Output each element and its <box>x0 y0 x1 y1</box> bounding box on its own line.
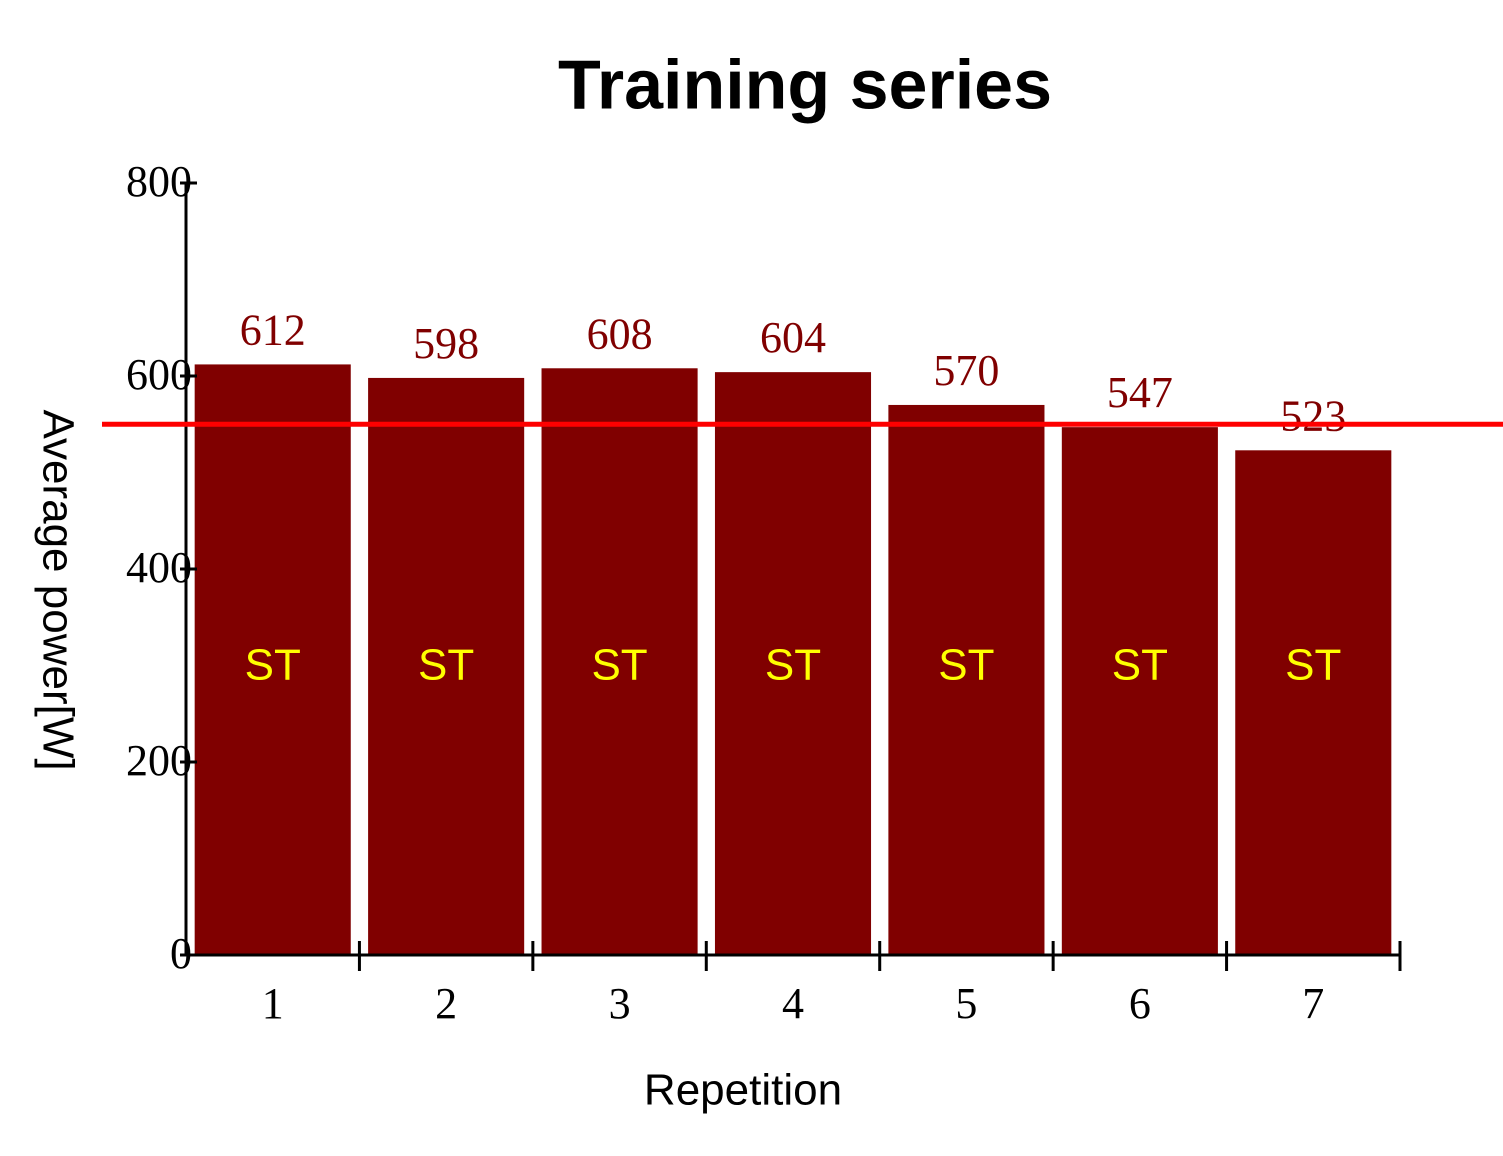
bar-label: ST <box>765 641 821 690</box>
x-tick-label: 6 <box>1129 979 1151 1028</box>
x-tick-label: 4 <box>782 979 804 1028</box>
value-label: 608 <box>587 309 653 358</box>
value-label: 604 <box>760 313 826 362</box>
bar <box>194 364 351 955</box>
bar <box>541 368 698 955</box>
y-tick-label: 200 <box>126 736 192 785</box>
chart-title: Training series <box>558 45 1052 123</box>
x-tick-label: 1 <box>262 979 284 1028</box>
bar <box>1061 427 1218 955</box>
bar <box>714 372 872 955</box>
bar-label: ST <box>1112 641 1168 690</box>
y-tick-label: 600 <box>126 350 192 399</box>
x-tick-label: 3 <box>609 979 631 1028</box>
x-axis-label: Repetition <box>644 1066 842 1115</box>
bar-label: ST <box>938 641 994 690</box>
value-label: 547 <box>1107 368 1173 417</box>
bar <box>368 377 525 955</box>
value-label: 523 <box>1280 391 1346 440</box>
bar-label: ST <box>418 641 474 690</box>
bar-label: ST <box>245 641 301 690</box>
value-label: 612 <box>240 306 306 355</box>
y-tick-label: 800 <box>126 157 192 206</box>
value-label: 570 <box>933 346 999 395</box>
y-axis-label: Average power[W] <box>33 409 82 770</box>
value-label: 598 <box>413 319 479 368</box>
bar <box>888 404 1045 955</box>
bar-label: ST <box>591 641 647 690</box>
x-tick-label: 7 <box>1302 979 1324 1028</box>
y-tick-label: 400 <box>126 543 192 592</box>
x-tick-label: 2 <box>435 979 457 1028</box>
bar-label: ST <box>1285 641 1341 690</box>
x-tick-label: 5 <box>955 979 977 1028</box>
y-tick-label: 0 <box>170 929 192 978</box>
bar <box>1235 450 1392 955</box>
